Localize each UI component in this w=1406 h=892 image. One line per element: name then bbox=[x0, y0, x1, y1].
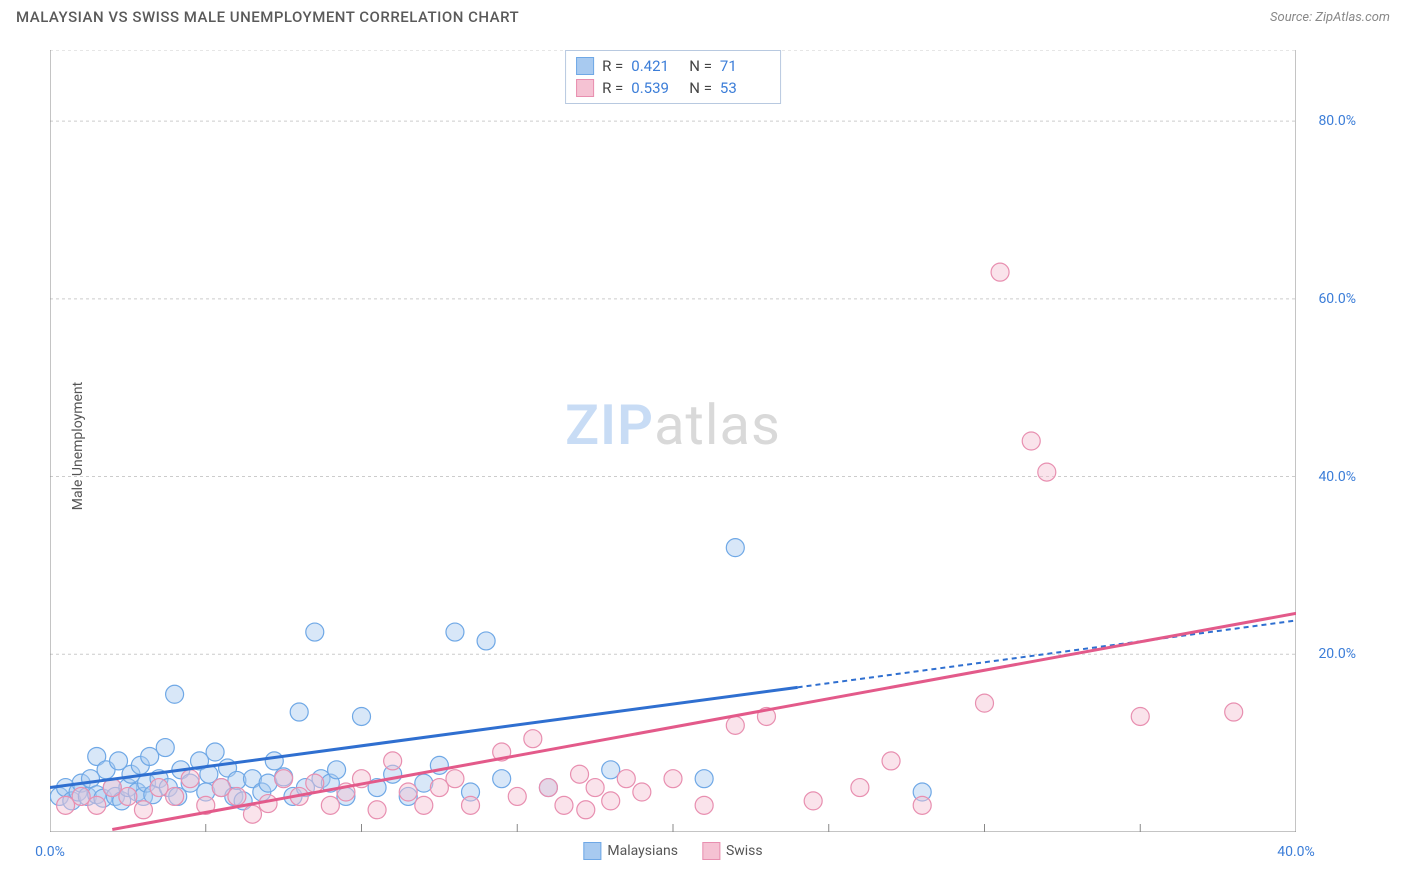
series-legend-label: Swiss bbox=[726, 843, 763, 859]
data-point bbox=[88, 796, 106, 814]
data-point bbox=[181, 770, 199, 788]
data-point bbox=[141, 747, 159, 765]
data-point bbox=[446, 623, 464, 641]
data-point bbox=[1131, 707, 1149, 725]
data-point bbox=[384, 752, 402, 770]
data-point bbox=[913, 796, 931, 814]
legend-n-label: N = bbox=[689, 79, 712, 97]
data-point bbox=[328, 761, 346, 779]
data-point bbox=[493, 770, 511, 788]
data-point bbox=[726, 716, 744, 734]
legend-r-value: 0.421 bbox=[631, 57, 681, 75]
data-point bbox=[399, 783, 417, 801]
data-point bbox=[306, 623, 324, 641]
data-point bbox=[72, 787, 90, 805]
x-tick-label: 40.0% bbox=[1277, 844, 1315, 860]
legend-n-value: 71 bbox=[720, 57, 770, 75]
data-point bbox=[275, 770, 293, 788]
scatter-plot bbox=[50, 50, 1296, 832]
data-point bbox=[462, 796, 480, 814]
data-point bbox=[321, 796, 339, 814]
data-point bbox=[430, 779, 448, 797]
data-point bbox=[1038, 463, 1056, 481]
data-point bbox=[368, 801, 386, 819]
data-point bbox=[1022, 432, 1040, 450]
data-point bbox=[477, 632, 495, 650]
data-point bbox=[664, 770, 682, 788]
chart-area: ZIPatlas R =0.421N =71R =0.539N =53 20.0… bbox=[50, 50, 1296, 832]
data-point bbox=[81, 770, 99, 788]
data-point bbox=[206, 743, 224, 761]
data-point bbox=[524, 730, 542, 748]
series-legend-item: Swiss bbox=[702, 842, 763, 860]
series-legend-label: Malaysians bbox=[607, 843, 678, 859]
data-point bbox=[156, 739, 174, 757]
data-point bbox=[134, 801, 152, 819]
data-point bbox=[150, 779, 168, 797]
correlation-legend: R = 0.421 N = 71 R = 0.539 N = 53 bbox=[565, 50, 781, 104]
data-point bbox=[446, 770, 464, 788]
data-point bbox=[726, 539, 744, 557]
data-point bbox=[1225, 703, 1243, 721]
data-point bbox=[415, 796, 433, 814]
data-point bbox=[602, 792, 620, 810]
legend-r-label: R = bbox=[602, 57, 623, 75]
y-tick-label: 20.0% bbox=[1318, 646, 1356, 662]
y-tick-label: 40.0% bbox=[1318, 469, 1356, 485]
data-point bbox=[212, 779, 230, 797]
source-label: Source: ZipAtlas.com bbox=[1270, 10, 1390, 25]
data-point bbox=[243, 805, 261, 823]
data-point bbox=[882, 752, 900, 770]
data-point bbox=[228, 787, 246, 805]
data-point bbox=[633, 783, 651, 801]
data-point bbox=[695, 796, 713, 814]
data-point bbox=[586, 779, 604, 797]
legend-swatch bbox=[576, 79, 594, 97]
data-point bbox=[508, 787, 526, 805]
data-point bbox=[602, 761, 620, 779]
data-point bbox=[571, 765, 589, 783]
data-point bbox=[166, 787, 184, 805]
data-point bbox=[577, 801, 595, 819]
legend-n-value: 53 bbox=[720, 79, 770, 97]
data-point bbox=[166, 685, 184, 703]
data-point bbox=[617, 770, 635, 788]
legend-n-label: N = bbox=[689, 57, 712, 75]
data-point bbox=[555, 796, 573, 814]
data-point bbox=[695, 770, 713, 788]
legend-r-label: R = bbox=[602, 79, 623, 97]
series-legend-item: Malaysians bbox=[583, 842, 678, 860]
data-point bbox=[265, 752, 283, 770]
data-point bbox=[804, 792, 822, 810]
data-point bbox=[851, 779, 869, 797]
legend-r-value: 0.539 bbox=[631, 79, 681, 97]
data-point bbox=[539, 779, 557, 797]
data-point bbox=[353, 707, 371, 725]
legend-swatch bbox=[583, 842, 601, 860]
series-legend: Malaysians Swiss bbox=[583, 842, 762, 860]
y-tick-label: 80.0% bbox=[1318, 113, 1356, 129]
data-point bbox=[290, 703, 308, 721]
chart-title: MALAYSIAN VS SWISS MALE UNEMPLOYMENT COR… bbox=[16, 8, 519, 26]
legend-swatch bbox=[576, 57, 594, 75]
data-point bbox=[991, 263, 1009, 281]
legend-swatch bbox=[702, 842, 720, 860]
y-tick-label: 60.0% bbox=[1318, 291, 1356, 307]
x-tick-label: 0.0% bbox=[35, 844, 65, 860]
data-point bbox=[306, 774, 324, 792]
data-point bbox=[976, 694, 994, 712]
data-point bbox=[119, 787, 137, 805]
data-point bbox=[57, 796, 75, 814]
correlation-legend-row: R = 0.539 N = 53 bbox=[576, 77, 770, 99]
correlation-legend-row: R = 0.421 N = 71 bbox=[576, 55, 770, 77]
